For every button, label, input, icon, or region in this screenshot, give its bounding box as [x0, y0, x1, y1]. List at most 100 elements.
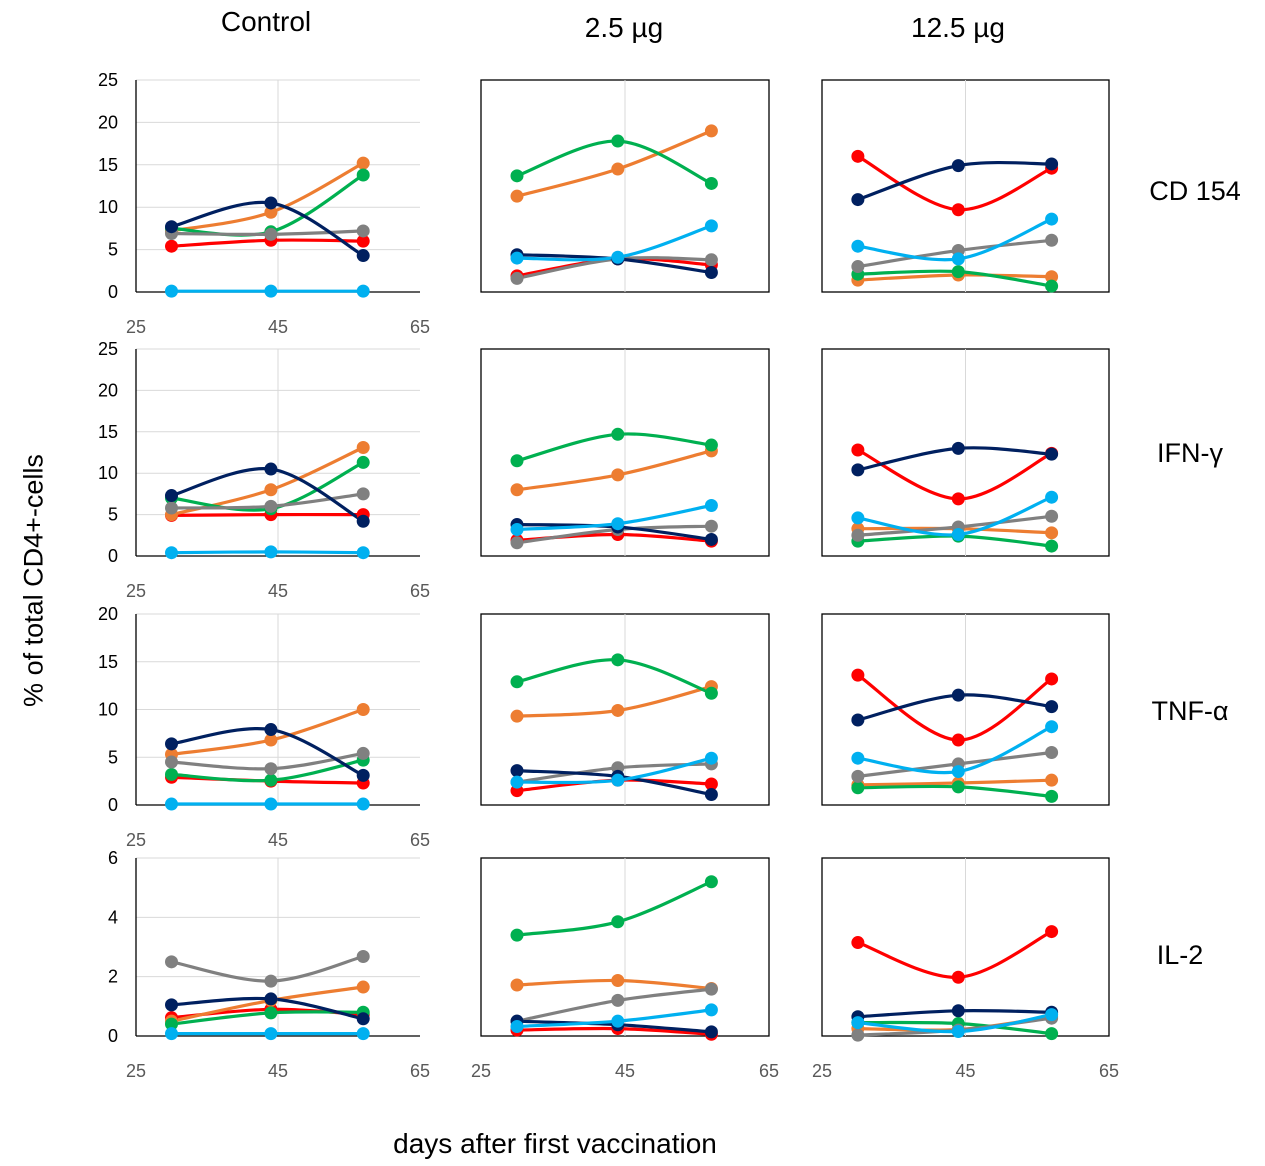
x-tick-label: 65 [759, 1061, 779, 1081]
y-tick-label: 25 [98, 339, 118, 359]
data-point-orange [611, 703, 625, 717]
x-tick-label: 25 [812, 1061, 832, 1081]
data-point-green [704, 686, 718, 700]
data-point-red [851, 936, 865, 950]
column-title-control: Control [220, 6, 312, 37]
data-point-gray [264, 499, 278, 513]
data-point-gray [165, 755, 178, 769]
data-point-navy [951, 688, 965, 702]
x-tick-label: 25 [126, 581, 146, 601]
series-line-green [515, 139, 713, 186]
column-title-2-5ug: 2.5 µg [584, 12, 664, 43]
data-point-navy [704, 265, 718, 279]
panel-ifn-control: 0 5 10 15 20 25 25 45 65 [98, 339, 430, 601]
x-tick-label: 65 [410, 1061, 430, 1081]
row-label-ifn-gamma: IFN-γ [1157, 438, 1223, 468]
data-point-orange [611, 468, 625, 482]
data-point-lightblue [1045, 490, 1059, 504]
data-point-gray [851, 769, 865, 783]
x-tick-label: 65 [410, 317, 430, 337]
data-point-lightblue [611, 773, 625, 787]
x-tick-label: 45 [955, 1061, 975, 1081]
row-label-cd154: CD 154 [1149, 176, 1241, 206]
row-label-il2: IL-2 [1156, 940, 1204, 970]
data-point-navy [356, 768, 370, 782]
data-point-lightblue [951, 1025, 965, 1039]
data-point-navy [1045, 700, 1059, 714]
data-point-gray [165, 955, 178, 969]
y-tick-label: 5 [108, 240, 118, 260]
data-point-navy [1045, 447, 1059, 461]
data-point-red [851, 149, 865, 163]
data-point-lightblue [951, 765, 965, 779]
data-point-navy [165, 220, 178, 234]
x-tick-label: 25 [126, 1061, 146, 1081]
data-point-gray [356, 746, 370, 760]
data-point-gray [356, 224, 370, 238]
y-tick-label: 10 [98, 463, 118, 483]
data-point-navy [851, 463, 865, 477]
data-point-red [1045, 925, 1059, 939]
data-point-navy [704, 787, 718, 801]
data-point-gray [704, 253, 718, 267]
x-tick-label: 45 [268, 317, 288, 337]
data-point-gray [851, 260, 865, 274]
data-point-gray [510, 271, 524, 285]
data-point-orange [510, 709, 524, 723]
data-point-orange [264, 733, 278, 747]
data-point-orange [1045, 773, 1059, 787]
data-point-lightblue [1045, 720, 1059, 734]
data-point-lightblue [510, 523, 524, 537]
data-point-navy [851, 193, 865, 207]
data-point-green [611, 653, 625, 667]
series-line-red [856, 448, 1054, 501]
y-tick-label: 20 [98, 112, 118, 132]
data-point-green [510, 454, 524, 468]
panel-il-2-control: 0 2 4 6 25 45 65 [108, 848, 430, 1081]
data-point-lightblue [851, 751, 865, 765]
data-point-red [951, 970, 965, 984]
data-point-lightblue [510, 251, 524, 265]
data-point-orange [1045, 270, 1059, 284]
data-point-green [611, 427, 625, 441]
data-point-lightblue [704, 1003, 718, 1017]
y-tick-label: 0 [108, 546, 118, 566]
data-point-green [165, 1017, 178, 1031]
data-point-green [1045, 539, 1059, 553]
data-point-orange [1045, 526, 1059, 540]
x-tick-label: 25 [471, 1061, 491, 1081]
data-point-orange [510, 483, 524, 497]
data-point-navy [951, 159, 965, 173]
data-point-red [951, 203, 965, 217]
data-point-gray [1045, 509, 1059, 523]
data-point-orange [611, 162, 625, 176]
data-point-red [356, 234, 370, 248]
panel-ifn-2-5-g [480, 348, 770, 557]
data-point-navy [356, 514, 370, 528]
data-point-gray [1045, 745, 1059, 759]
data-point-navy [1045, 157, 1059, 171]
data-point-orange [611, 974, 625, 988]
data-point-green [356, 168, 370, 182]
y-tick-label: 10 [98, 197, 118, 217]
data-point-lightblue [851, 1016, 865, 1030]
y-tick-label: 5 [108, 747, 118, 767]
data-point-lightblue [951, 252, 965, 266]
data-point-navy [264, 196, 278, 210]
data-point-green [704, 438, 718, 452]
data-point-red [1045, 672, 1059, 686]
data-point-red [951, 733, 965, 747]
data-point-gray [165, 501, 178, 515]
data-point-navy [704, 532, 718, 546]
data-point-lightblue [851, 239, 865, 253]
y-tick-label: 5 [108, 505, 118, 525]
series-line-red [856, 930, 1054, 979]
data-point-lightblue [951, 527, 965, 541]
data-point-orange [264, 205, 278, 219]
data-point-orange [356, 156, 370, 170]
data-point-green [611, 915, 625, 929]
data-point-lightblue [165, 284, 178, 298]
x-tick-label: 65 [410, 581, 430, 601]
data-point-red [951, 492, 965, 506]
data-point-navy [951, 441, 965, 455]
